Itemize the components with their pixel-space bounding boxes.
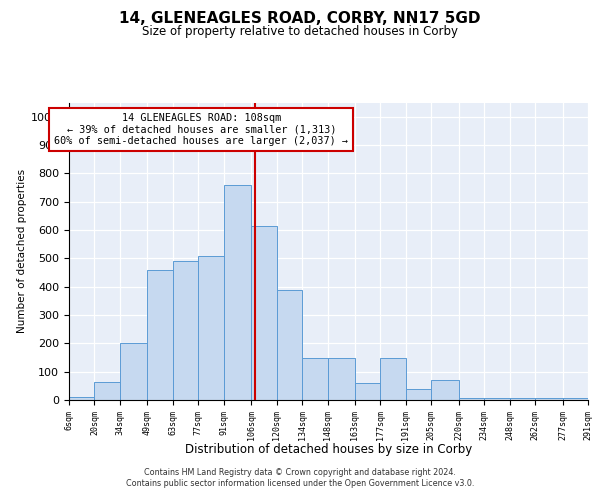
Bar (94, 382, 120, 400)
Text: Size of property relative to detached houses in Corby: Size of property relative to detached ho… (142, 25, 458, 38)
Bar (69, 397, 94, 400)
Text: 14 GLENEAGLES ROAD: 108sqm
← 39% of detached houses are smaller (1,313)
60% of s: 14 GLENEAGLES ROAD: 108sqm ← 39% of deta… (55, 113, 349, 146)
Bar (198, 256, 224, 400)
Text: 14, GLENEAGLES ROAD, CORBY, NN17 5GD: 14, GLENEAGLES ROAD, CORBY, NN17 5GD (119, 11, 481, 26)
Bar (328, 358, 355, 400)
Bar (431, 380, 459, 400)
Bar (509, 398, 535, 400)
Bar (173, 261, 198, 400)
Bar (406, 388, 431, 400)
Bar (355, 383, 380, 400)
Bar (224, 184, 251, 400)
Bar (459, 398, 484, 400)
Bar (120, 344, 148, 400)
Bar (484, 398, 509, 400)
Y-axis label: Number of detached properties: Number of detached properties (17, 169, 27, 334)
Bar (563, 398, 588, 400)
Bar (148, 270, 173, 400)
Bar (302, 358, 328, 400)
Bar (251, 226, 277, 400)
Text: Contains HM Land Registry data © Crown copyright and database right 2024.
Contai: Contains HM Land Registry data © Crown c… (126, 468, 474, 487)
Bar (380, 358, 406, 400)
Text: Distribution of detached houses by size in Corby: Distribution of detached houses by size … (185, 442, 472, 456)
Bar (535, 398, 563, 400)
Bar (277, 290, 302, 400)
